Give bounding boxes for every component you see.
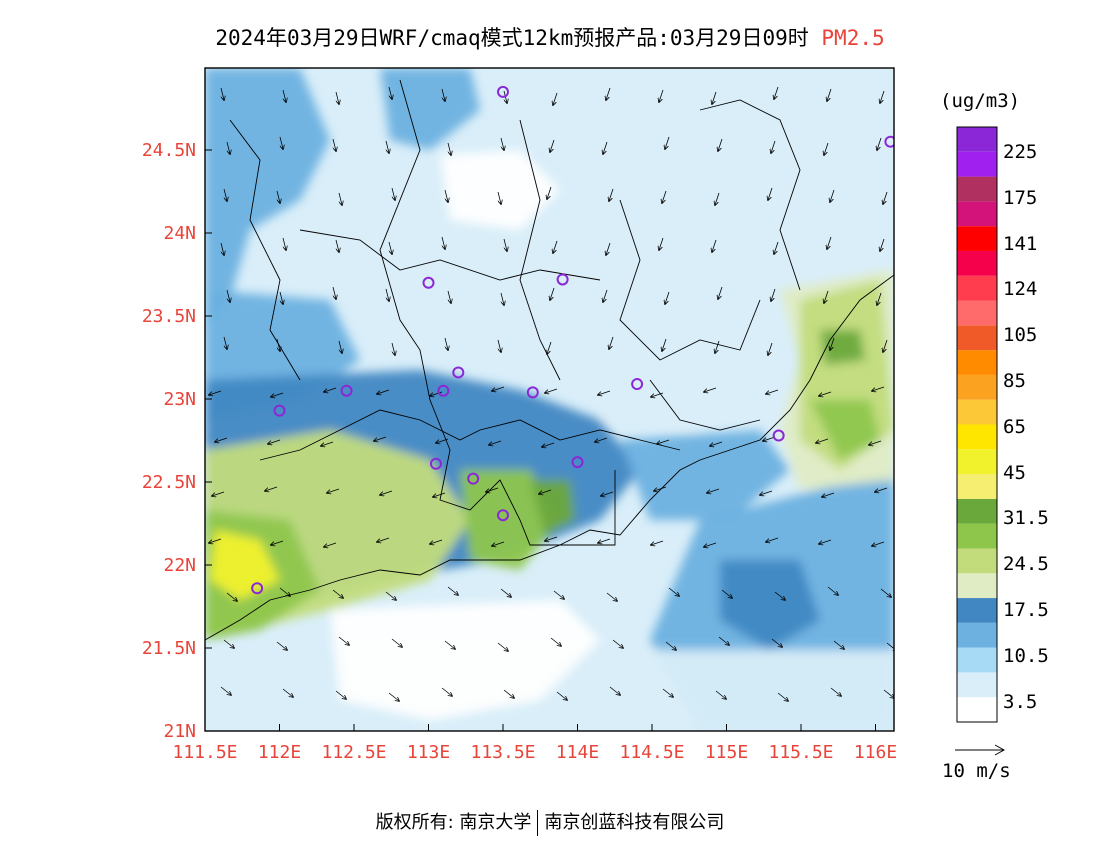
colorbar-segment xyxy=(957,350,997,375)
colorbar-segment xyxy=(957,226,997,251)
y-tick-label: 23.5N xyxy=(142,306,196,327)
legend-label: 85 xyxy=(1003,370,1026,392)
y-tick-label: 21.5N xyxy=(142,638,196,659)
x-tick-label: 113E xyxy=(407,742,450,763)
station-marker xyxy=(340,384,353,397)
x-tick-label: 115E xyxy=(705,742,748,763)
legend-label: 31.5 xyxy=(1003,507,1049,530)
legend-label: 175 xyxy=(1003,186,1038,209)
colorbar-segment xyxy=(957,474,997,499)
y-tick-label: 22.5N xyxy=(142,472,196,493)
map-plot-area xyxy=(205,68,925,731)
station-marker xyxy=(884,135,894,148)
x-tick-label: 114E xyxy=(556,742,599,763)
legend-label: 65 xyxy=(1003,415,1026,438)
station-marker xyxy=(526,386,539,399)
y-tick-label: 21N xyxy=(163,721,196,742)
legend-label: 3.5 xyxy=(1003,690,1038,713)
station-marker xyxy=(467,472,480,485)
y-tick-label: 24.5N xyxy=(142,140,196,161)
station-marker xyxy=(772,429,785,442)
colorbar-segment xyxy=(957,548,997,574)
station-marker xyxy=(497,85,509,98)
colorbar-segment xyxy=(957,176,997,202)
station-marker xyxy=(429,457,442,470)
colorbar-segment xyxy=(957,374,997,400)
wind-reference-label: 10 m/s xyxy=(942,760,1011,782)
legend-label: 105 xyxy=(1003,324,1038,347)
x-tick-label: 115.5E xyxy=(768,742,833,763)
legend-label: 141 xyxy=(1003,232,1038,255)
colorbar-segment xyxy=(957,523,997,549)
colorbar-segment xyxy=(957,424,997,450)
x-tick-label: 116E xyxy=(854,742,897,763)
legend-label: 225 xyxy=(1003,141,1038,163)
y-tick-label: 22N xyxy=(163,555,196,576)
footer: 版权所有: 南京大学 南京创蓝科技有限公司 xyxy=(0,808,1100,836)
colorbar-segment xyxy=(957,647,997,673)
colorbar-segment xyxy=(957,399,997,425)
station-marker xyxy=(273,404,286,417)
station-marker xyxy=(251,582,264,595)
colorbar-segment xyxy=(957,201,997,227)
colorbar-segment xyxy=(957,598,997,623)
wind-reference-arrow xyxy=(955,744,1006,756)
colorbar-frame xyxy=(956,126,998,723)
legend-label: 17.5 xyxy=(1003,599,1049,621)
station-marker xyxy=(571,456,584,469)
station-marker xyxy=(422,276,435,289)
station-marker xyxy=(556,273,569,286)
colorbar-segment xyxy=(957,622,997,648)
y-tick-label: 23N xyxy=(163,389,196,410)
colorbar-segment xyxy=(957,672,997,698)
colorbar-segment xyxy=(957,127,997,152)
copyright-text: 版权所有: 南京大学 xyxy=(375,812,532,833)
legend-label: 45 xyxy=(1003,461,1026,484)
station-marker xyxy=(437,384,450,397)
x-tick-label: 112E xyxy=(258,742,301,763)
x-tick-label: 114.5E xyxy=(619,742,684,763)
footer-divider xyxy=(537,810,539,836)
title-pollutant: PM2.5 xyxy=(821,26,885,50)
colorbar-segment xyxy=(957,498,997,524)
station-marker xyxy=(497,509,509,522)
colorbar-segment xyxy=(957,151,997,177)
colorbar-segment xyxy=(957,325,997,351)
colorbar-segment xyxy=(957,275,997,301)
y-tick-label: 24N xyxy=(163,223,196,244)
legend-label: 24.5 xyxy=(1003,553,1049,576)
colorbar-segment xyxy=(957,449,997,475)
colorbar-segment xyxy=(957,697,997,722)
company-text: 南京创蓝科技有限公司 xyxy=(544,812,725,833)
x-tick-label: 112.5E xyxy=(321,742,386,763)
station-marker xyxy=(631,378,644,391)
colorbar-segment xyxy=(957,250,997,276)
x-tick-label: 113.5E xyxy=(470,742,535,763)
station-marker xyxy=(452,366,465,379)
chart-title: 2024年03月29日WRF/cmaq模式12km预报产品:03月29日09时 … xyxy=(0,22,1100,52)
x-tick-label: 111.5E xyxy=(172,742,237,763)
legend-label: 10.5 xyxy=(1003,644,1049,667)
legend-unit: (ug/m3) xyxy=(940,90,1021,112)
colorbar-segment xyxy=(957,300,997,326)
station-marker xyxy=(915,303,925,313)
legend-label: 124 xyxy=(1003,278,1038,301)
colorbar-segment xyxy=(957,573,997,599)
title-main: 2024年03月29日WRF/cmaq模式12km预报产品:03月29日09时 xyxy=(215,26,809,50)
